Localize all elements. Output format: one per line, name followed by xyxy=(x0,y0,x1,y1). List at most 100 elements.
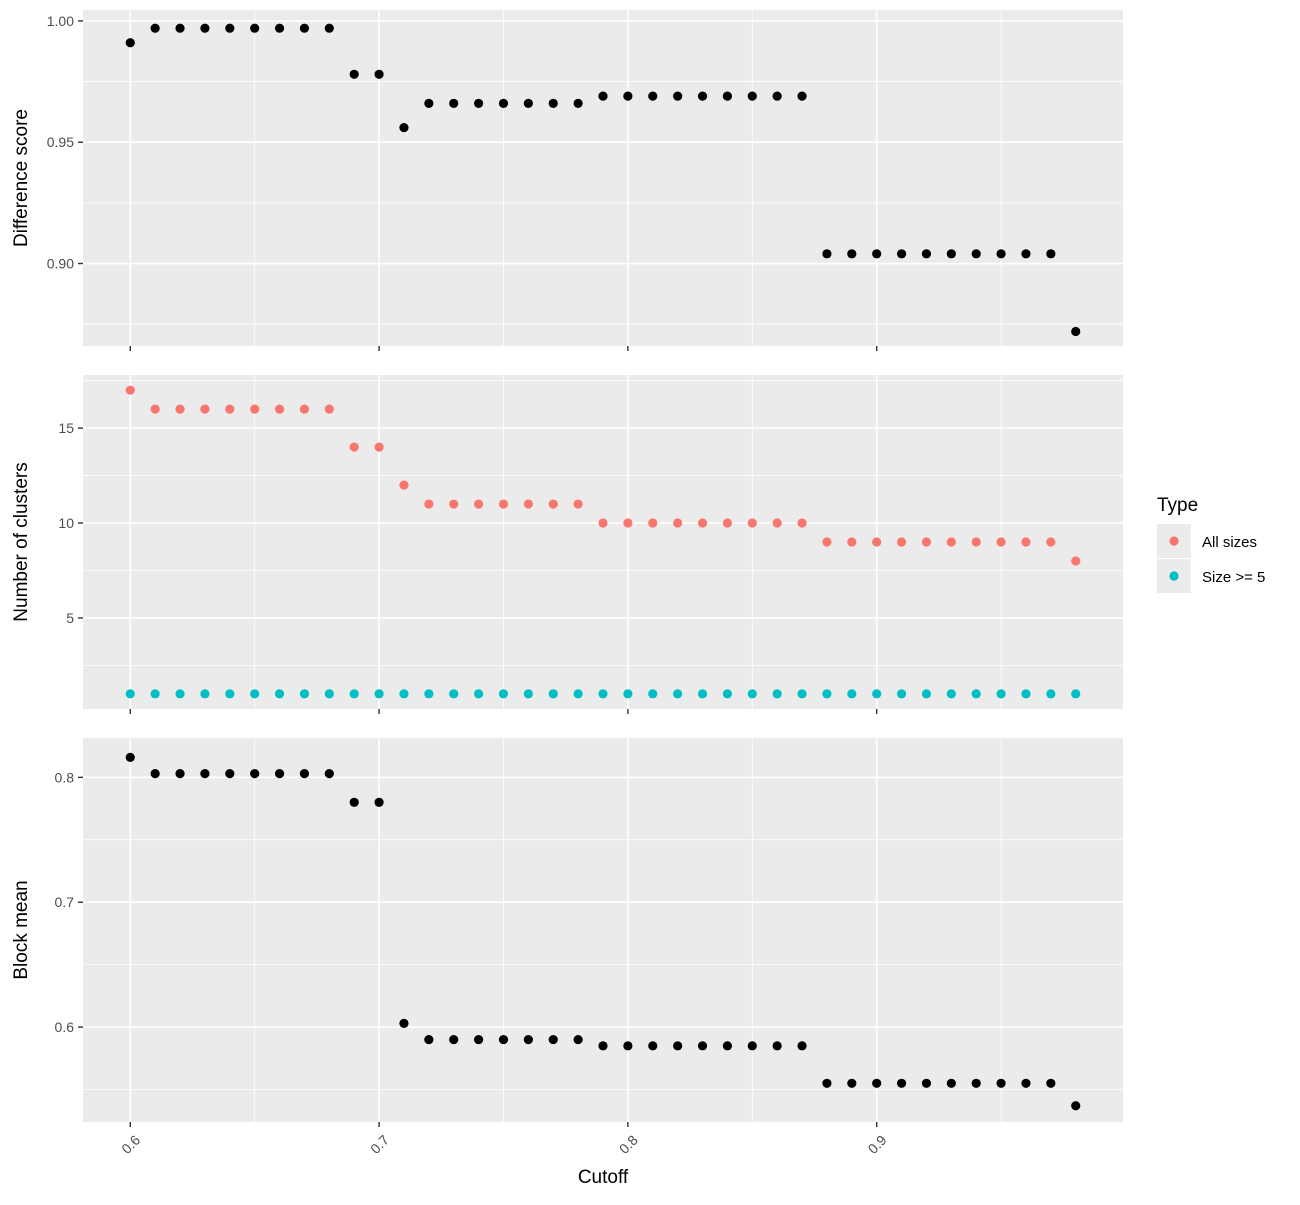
data-point xyxy=(449,1034,459,1045)
data-point xyxy=(673,689,683,699)
data-point xyxy=(324,768,334,779)
data-point xyxy=(349,442,359,452)
data-point xyxy=(324,689,334,699)
y-tick-label: 0.6 xyxy=(55,1019,75,1035)
data-point xyxy=(598,689,608,699)
data-point xyxy=(225,23,235,33)
data-point xyxy=(523,1034,533,1045)
legend-swatch-all-sizes xyxy=(1169,536,1179,546)
data-point xyxy=(1046,1078,1056,1088)
data-point xyxy=(498,98,509,109)
data-point xyxy=(225,768,235,779)
data-point xyxy=(150,768,160,779)
data-point xyxy=(896,249,907,259)
data-point xyxy=(150,23,160,33)
data-point xyxy=(971,537,981,547)
data-point xyxy=(623,518,633,528)
data-point xyxy=(1021,1078,1031,1088)
data-point xyxy=(175,23,185,33)
data-point xyxy=(1071,1101,1081,1111)
data-point xyxy=(125,752,135,762)
data-point xyxy=(996,537,1006,547)
data-point xyxy=(274,404,285,414)
data-point xyxy=(797,689,807,699)
y-axis-title: Difference score xyxy=(11,109,32,247)
data-point xyxy=(175,689,185,699)
data-point xyxy=(623,1041,633,1051)
data-point xyxy=(971,1078,981,1088)
x-tick-label: 0.7 xyxy=(367,1132,392,1157)
legend: Type All sizes Size >= 5 xyxy=(1157,495,1265,593)
data-point xyxy=(225,689,235,699)
x-tick-label: 0.6 xyxy=(118,1132,143,1157)
data-point xyxy=(473,1034,484,1045)
data-point xyxy=(324,404,334,414)
data-point xyxy=(299,23,310,33)
data-point xyxy=(673,1041,683,1051)
data-point xyxy=(872,689,882,699)
data-point xyxy=(772,689,782,699)
data-point xyxy=(921,689,932,699)
data-point xyxy=(250,689,260,699)
data-point xyxy=(274,689,285,699)
data-point xyxy=(822,689,832,699)
data-point xyxy=(573,499,583,509)
data-point xyxy=(250,404,260,414)
data-point xyxy=(125,689,135,699)
data-point xyxy=(747,91,757,101)
data-point xyxy=(847,1078,857,1088)
data-point xyxy=(573,1034,583,1045)
data-point xyxy=(473,98,484,109)
data-point xyxy=(424,98,434,109)
data-point xyxy=(822,1078,832,1088)
data-point xyxy=(673,518,683,528)
panel-number-of-clusters: 5 10 15 Number of clusters xyxy=(11,375,1123,714)
data-point xyxy=(697,91,708,101)
data-point xyxy=(449,689,459,699)
data-point xyxy=(946,1078,956,1088)
panel-background xyxy=(83,738,1123,1122)
data-point xyxy=(1021,537,1031,547)
data-point xyxy=(573,98,583,109)
data-point xyxy=(896,1078,907,1088)
data-point xyxy=(996,1078,1006,1088)
data-point xyxy=(722,91,733,101)
data-point xyxy=(424,689,434,699)
data-point xyxy=(399,1018,409,1028)
data-point xyxy=(772,91,782,101)
legend-label-size-ge-5: Size >= 5 xyxy=(1202,569,1265,586)
panel-background xyxy=(83,375,1123,709)
data-point xyxy=(349,689,359,699)
data-point xyxy=(548,1034,558,1045)
data-point xyxy=(921,537,932,547)
data-point xyxy=(722,689,733,699)
data-point xyxy=(946,537,956,547)
data-point xyxy=(274,23,285,33)
data-point xyxy=(872,537,882,547)
data-point xyxy=(374,69,384,79)
x-tick-label: 0.9 xyxy=(865,1132,890,1157)
data-point xyxy=(523,98,533,109)
data-point xyxy=(299,404,310,414)
data-point xyxy=(772,1041,782,1051)
data-point xyxy=(747,518,757,528)
legend-label-all-sizes: All sizes xyxy=(1202,534,1257,551)
data-point xyxy=(1046,689,1056,699)
data-point xyxy=(598,91,608,101)
data-point xyxy=(175,768,185,779)
data-point xyxy=(175,404,185,414)
data-point xyxy=(449,98,459,109)
data-point xyxy=(399,480,409,490)
data-point xyxy=(623,91,633,101)
data-point xyxy=(921,1078,932,1088)
y-axis-title: Number of clusters xyxy=(11,462,32,621)
data-point xyxy=(548,98,558,109)
legend-title: Type xyxy=(1157,495,1198,516)
panel-block-mean: 0.6 0.7 0.8 0.6 0.7 0.8 0.9 Block mean xyxy=(11,738,1123,1157)
y-tick-label: 10 xyxy=(58,515,74,531)
data-point xyxy=(648,1041,658,1051)
data-point xyxy=(747,689,757,699)
data-point xyxy=(349,69,359,79)
data-point xyxy=(125,385,135,395)
